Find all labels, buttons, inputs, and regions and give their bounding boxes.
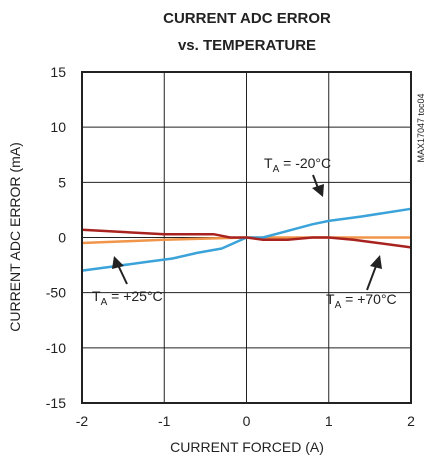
annotation-plus25: TA = +25°C: [92, 288, 163, 308]
arrow-shaft-plus25: [117, 264, 128, 285]
y-tick-label: 15: [50, 64, 66, 80]
x-tick-label: 1: [325, 413, 333, 429]
arrow-shaft-minus20: [312, 174, 319, 189]
y-tick-labels: 15 10 5 0 -50 -10 -15: [46, 64, 66, 411]
x-tick-label: -2: [76, 413, 89, 429]
y-tick-label: 0: [58, 230, 66, 246]
y-tick-label: -15: [46, 395, 66, 411]
series-layer: [81, 207, 412, 272]
arrow-head-minus20: [312, 184, 324, 197]
plot-frame: [81, 71, 412, 404]
x-tick-label: 0: [243, 413, 251, 429]
chart-title-line2: vs. TEMPERATURE: [178, 37, 316, 54]
side-note: MAX17047 toc04: [416, 93, 425, 162]
annotation-plus70: TA = +70°C: [326, 291, 397, 311]
x-axis-label: CURRENT FORCED (A): [170, 439, 324, 455]
x-tick-label: -1: [158, 413, 171, 429]
x-tick-labels: -2 -1 0 1 2: [76, 413, 415, 429]
y-tick-label: 5: [58, 174, 66, 190]
x-tick-label: 2: [407, 413, 415, 429]
chart-title-line1: CURRENT ADC ERROR: [163, 10, 331, 27]
annotation-minus20: TA = -20°C: [264, 155, 331, 175]
arrow-head-plus70: [370, 255, 382, 269]
y-axis-label: CURRENT ADC ERROR (mA): [7, 142, 23, 332]
y-tick-label: -10: [46, 340, 66, 356]
series-line-2: [81, 228, 412, 249]
y-tick-label: -50: [46, 285, 66, 301]
arrow-shaft-plus70: [366, 265, 377, 291]
arrow-head-plus25: [112, 256, 124, 269]
y-tick-label: 10: [50, 119, 66, 135]
